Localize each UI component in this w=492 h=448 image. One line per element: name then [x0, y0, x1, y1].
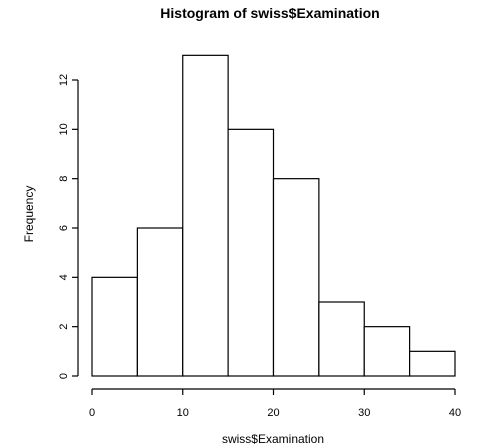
x-tick-label-10: 10 — [177, 407, 189, 419]
histogram-bar-6 — [318, 301, 365, 377]
y-tick-label-10: 10 — [58, 123, 70, 135]
bars-group — [91, 54, 456, 377]
x-tick-label-40: 40 — [449, 407, 461, 419]
histogram-bar-5 — [272, 178, 320, 377]
histogram-bar-4 — [227, 128, 275, 377]
histogram-bar-3 — [182, 54, 229, 377]
x-tick-label-30: 30 — [358, 407, 370, 419]
y-tick-label-0: 0 — [58, 373, 70, 379]
x-tick-label-0: 0 — [89, 407, 95, 419]
histogram-bar-7 — [363, 326, 411, 377]
y-axis-label: Frequency — [22, 186, 36, 243]
x-axis-label: swiss$Examination — [222, 432, 324, 446]
y-tick-label-8: 8 — [58, 176, 70, 182]
histogram-bar-2 — [136, 227, 184, 377]
x-tick-label-20: 20 — [267, 407, 279, 419]
x-axis: 0 10 20 30 40 — [89, 388, 461, 419]
y-tick-label-2: 2 — [58, 324, 70, 330]
chart-title: Histogram of swiss$Examination — [160, 5, 379, 21]
histogram-bar-8 — [409, 350, 456, 377]
y-tick-label-6: 6 — [58, 225, 70, 231]
y-tick-label-4: 4 — [58, 274, 70, 280]
histogram-bar-1 — [91, 276, 138, 377]
y-tick-label-12: 12 — [58, 74, 70, 86]
y-axis: 0 2 4 6 8 10 12 — [58, 74, 79, 379]
